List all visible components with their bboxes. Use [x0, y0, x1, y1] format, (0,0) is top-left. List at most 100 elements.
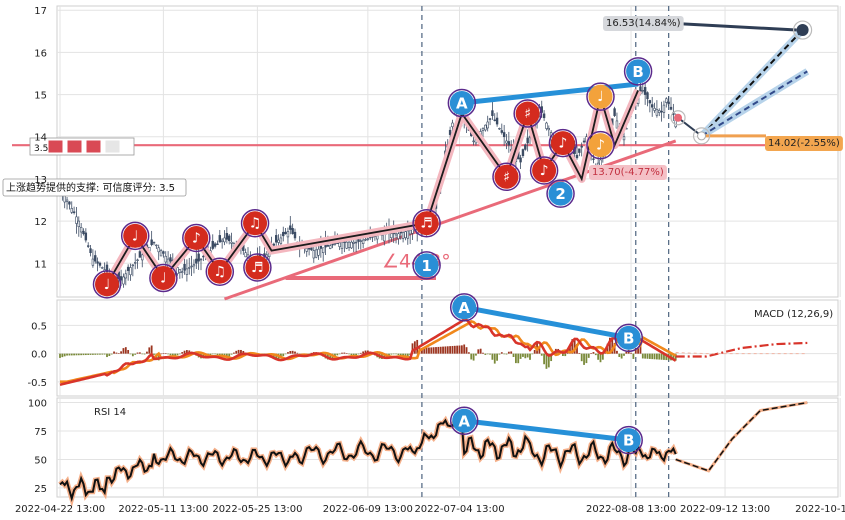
marker-ring [449, 293, 479, 322]
marker-label: ♩ [132, 228, 139, 244]
macd-bar [287, 352, 289, 354]
candle-body [134, 262, 137, 264]
marker-ring [614, 323, 643, 353]
marker-label: ♬ [251, 260, 264, 276]
marker-ring [623, 57, 653, 86]
candle-body [329, 245, 332, 249]
marker-label: ♬ [420, 216, 433, 232]
candle-body [136, 259, 139, 261]
candle-body [660, 110, 663, 113]
candle-body [84, 232, 88, 241]
y-tick-label: 14 [34, 133, 47, 144]
macd-bar [178, 353, 181, 355]
rsi-projection-glow [675, 401, 808, 473]
mid-target-label: 14.02(-2.55%) [768, 138, 840, 149]
candle-body [89, 248, 92, 254]
macd-bar [162, 353, 165, 354]
macd-bar [348, 353, 350, 355]
macd-bar [460, 345, 463, 354]
candle-body [498, 128, 501, 130]
candle-body [488, 118, 492, 120]
candle-body [495, 117, 499, 125]
x-tick-label: 2022-05-11 13:00 [118, 504, 208, 515]
macd-bar [383, 353, 386, 359]
macd-bar [623, 353, 625, 356]
x-tick-label: 2022-08-08 13:00 [586, 504, 676, 515]
macd-bar [430, 347, 433, 354]
candle-body [662, 104, 666, 113]
candle-body [622, 136, 626, 141]
panel-frame [56, 397, 839, 498]
candle-body [345, 241, 348, 249]
y-tick-label: 13 [34, 175, 47, 186]
macd-bar [630, 352, 632, 354]
candle-body [122, 276, 125, 285]
candle-body [63, 195, 66, 203]
candle-body [448, 129, 452, 135]
candle-body [347, 241, 351, 248]
y-tick-label: 17 [34, 6, 47, 17]
macd-bar [272, 353, 275, 359]
macd-bar [663, 353, 665, 360]
candle-body [599, 159, 602, 167]
candle-body [524, 144, 527, 150]
candle-body [119, 276, 123, 281]
marker [207, 259, 232, 284]
candle-body [615, 120, 619, 129]
candle-body [408, 229, 412, 235]
candle-body [519, 157, 522, 163]
candle-body [451, 122, 454, 128]
marker-label: ♩ [104, 277, 111, 293]
macd-bar [609, 337, 611, 354]
macd-bar [359, 352, 362, 354]
macd-bar [122, 348, 125, 354]
macd-bar [395, 353, 397, 355]
marker-ring [449, 406, 479, 436]
macd-bar [435, 347, 437, 354]
candle-body [190, 265, 193, 268]
macd-bar [113, 351, 115, 354]
macd-bar [641, 353, 644, 359]
macd-projection [675, 341, 808, 358]
marker [151, 266, 176, 291]
candle-body [338, 242, 341, 247]
macd-bar [656, 353, 658, 360]
macd-line [59, 317, 677, 386]
macd-bar [583, 353, 585, 365]
marker-label: A [458, 412, 470, 430]
candle-body [641, 90, 645, 92]
candle-body [481, 128, 485, 131]
marker [626, 59, 651, 84]
candle-body [94, 255, 97, 262]
candle-body [310, 247, 313, 251]
tip-dot [674, 113, 683, 122]
macd-bar [329, 353, 332, 360]
marker-ring [548, 128, 578, 158]
macd-bar [101, 353, 104, 355]
candle-body [176, 267, 179, 274]
candle-body [188, 267, 191, 269]
macd-bar [569, 344, 571, 354]
macd-bar [486, 353, 489, 355]
marker-ring [412, 251, 441, 280]
macd-bar [547, 353, 550, 368]
macd-bar [242, 350, 245, 354]
macd-bar [451, 345, 454, 354]
macd-bar [421, 348, 423, 354]
candle-body [228, 235, 231, 242]
macd-bar [505, 353, 508, 355]
candle-body [507, 141, 511, 146]
macd-bar [289, 351, 292, 354]
marker [123, 223, 148, 248]
candle-body [105, 264, 109, 272]
projection-dashed-1 [700, 29, 804, 137]
candle-body [65, 199, 69, 202]
macd-bar [665, 353, 668, 361]
candle-body [213, 243, 217, 247]
macd-bar [590, 353, 592, 354]
marker [515, 101, 540, 126]
candle-body [185, 268, 189, 275]
marker-ring [240, 208, 270, 238]
marker [616, 325, 641, 350]
y-tick-label: 11 [34, 259, 47, 270]
